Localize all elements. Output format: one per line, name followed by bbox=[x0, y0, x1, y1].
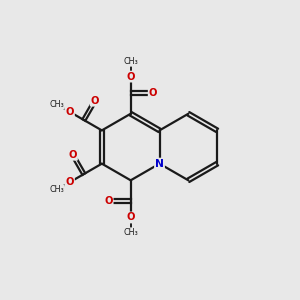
Text: O: O bbox=[68, 150, 77, 160]
Text: O: O bbox=[65, 107, 74, 117]
Text: CH₃: CH₃ bbox=[123, 57, 138, 66]
Text: O: O bbox=[126, 212, 135, 223]
Text: O: O bbox=[65, 177, 74, 187]
Text: CH₃: CH₃ bbox=[50, 185, 64, 194]
Text: N: N bbox=[155, 159, 164, 169]
Text: O: O bbox=[104, 196, 112, 206]
Text: O: O bbox=[126, 72, 135, 82]
Text: CH₃: CH₃ bbox=[123, 228, 138, 237]
Text: O: O bbox=[91, 96, 99, 106]
Text: O: O bbox=[149, 88, 157, 98]
Text: CH₃: CH₃ bbox=[50, 100, 64, 109]
